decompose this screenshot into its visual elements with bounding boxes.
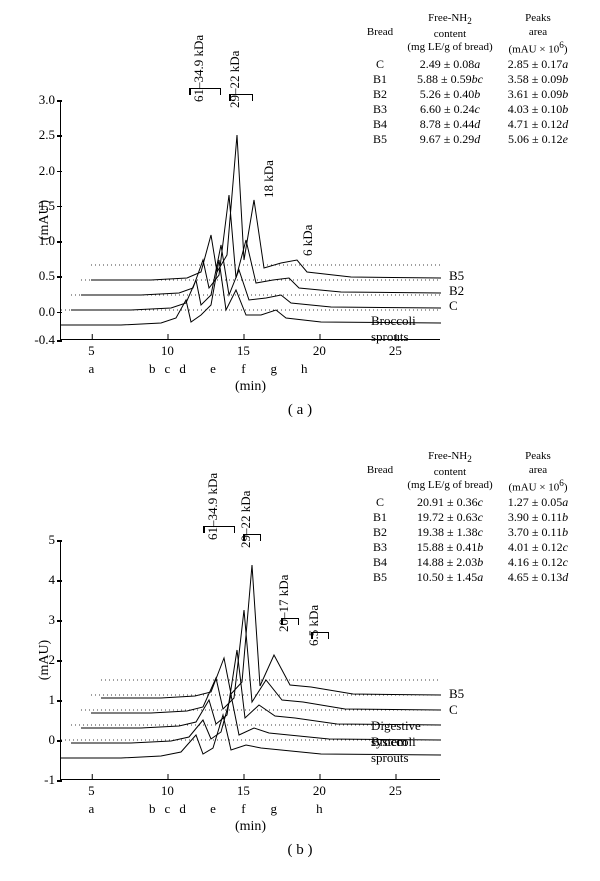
trace-label-broccoli: Broccoli sprouts	[371, 313, 440, 345]
y-tick: 1.5	[21, 198, 61, 214]
table-b: BreadFree-NH2content(mg LE/g of bread)Pe…	[360, 450, 576, 585]
y-tick: 3.0	[21, 92, 61, 108]
x-tick: 25	[389, 779, 402, 799]
table-a: BreadFree-NH2content(mg LE/g of bread)Pe…	[360, 12, 576, 147]
peak-label-3: 20–17 kDa	[276, 575, 292, 632]
peak-label-1: 61–34.9 kDa	[205, 473, 221, 540]
x-axis-label: (min)	[235, 819, 266, 835]
peak-label-1: 61–34.9 kDa	[191, 35, 207, 102]
x-tick: 15	[237, 339, 250, 359]
peak-label-2: 29–22 kDa	[238, 491, 254, 548]
x-tick: 5	[88, 779, 95, 799]
peak-label-4: 6.5 kDa	[306, 605, 322, 646]
y-tick: 1	[21, 692, 61, 708]
x-marker: b	[149, 801, 156, 817]
peak-label-2: 29–22 kDa	[227, 51, 243, 108]
y-tick: 2.5	[21, 127, 61, 143]
x-marker: e	[210, 801, 216, 817]
y-tick: 4	[21, 572, 61, 588]
x-tick: 15	[237, 779, 250, 799]
x-marker: f	[241, 801, 245, 817]
x-marker: e	[210, 361, 216, 377]
x-marker: b	[149, 361, 156, 377]
y-tick: 3	[21, 612, 61, 628]
y-tick: 2	[21, 652, 61, 668]
x-marker: g	[271, 801, 278, 817]
peak-label-3: 18 kDa	[261, 160, 277, 198]
x-marker: c	[165, 801, 171, 817]
trace-label-b2: B2	[449, 283, 464, 299]
trace-label-broccoli: Broccoli sprouts	[371, 734, 440, 766]
panel-b-label: ( b )	[288, 842, 313, 859]
x-marker: f	[241, 361, 245, 377]
x-tick: 10	[161, 339, 174, 359]
panel-a-label: ( a )	[288, 402, 312, 419]
y-tick: 0.5	[21, 268, 61, 284]
y-tick: 0	[21, 732, 61, 748]
panel-a: (mAU) (min) 510152025abcdefgh 61–34.9 kD…	[20, 10, 580, 410]
x-marker: d	[179, 361, 186, 377]
x-marker: d	[179, 801, 186, 817]
trace-label-b5: B5	[449, 686, 464, 702]
x-tick: 10	[161, 779, 174, 799]
x-tick: 20	[313, 779, 326, 799]
y-tick: 2.0	[21, 163, 61, 179]
x-marker: a	[89, 801, 95, 817]
x-marker: h	[316, 801, 323, 817]
y-tick: 5	[21, 532, 61, 548]
y-tick: -0.4	[21, 332, 61, 348]
x-tick: 5	[88, 339, 95, 359]
peak-label-4: 6 kDa	[300, 225, 316, 256]
trace-label-c: C	[449, 298, 458, 314]
trace-label-b5: B5	[449, 268, 464, 284]
x-marker: h	[301, 361, 308, 377]
y-tick: 0.0	[21, 304, 61, 320]
y-tick: -1	[21, 772, 61, 788]
x-marker: g	[271, 361, 278, 377]
x-tick: 20	[313, 339, 326, 359]
x-marker: a	[89, 361, 95, 377]
trace-label-c: C	[449, 702, 458, 718]
x-axis-label: (min)	[235, 379, 266, 395]
panel-b: (mAU) (min) 510152025abcdefgh 61–34.9 kD…	[20, 450, 580, 850]
x-marker: c	[165, 361, 171, 377]
y-tick: 1.0	[21, 233, 61, 249]
